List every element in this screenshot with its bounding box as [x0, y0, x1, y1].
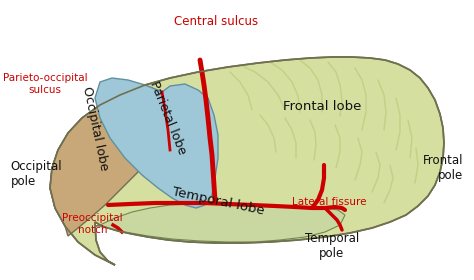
- Text: Central sulcus: Central sulcus: [173, 15, 258, 28]
- Text: Parietal lobe: Parietal lobe: [147, 79, 189, 156]
- Text: Temporal lobe: Temporal lobe: [171, 185, 265, 218]
- Text: Preoccipital
notch: Preoccipital notch: [62, 213, 123, 235]
- Polygon shape: [50, 57, 444, 265]
- Text: Frontal lobe: Frontal lobe: [283, 100, 362, 113]
- Text: Occipital
pole: Occipital pole: [10, 160, 62, 188]
- Polygon shape: [96, 204, 345, 242]
- Text: Parieto-occipital
sulcus: Parieto-occipital sulcus: [3, 73, 87, 95]
- Text: Lateral fissure: Lateral fissure: [292, 197, 367, 207]
- Polygon shape: [95, 78, 218, 208]
- Text: Frontal
pole: Frontal pole: [423, 154, 464, 182]
- Text: Temporal
pole: Temporal pole: [305, 232, 359, 260]
- Text: Occipital lobe: Occipital lobe: [80, 86, 110, 172]
- Polygon shape: [50, 85, 168, 236]
